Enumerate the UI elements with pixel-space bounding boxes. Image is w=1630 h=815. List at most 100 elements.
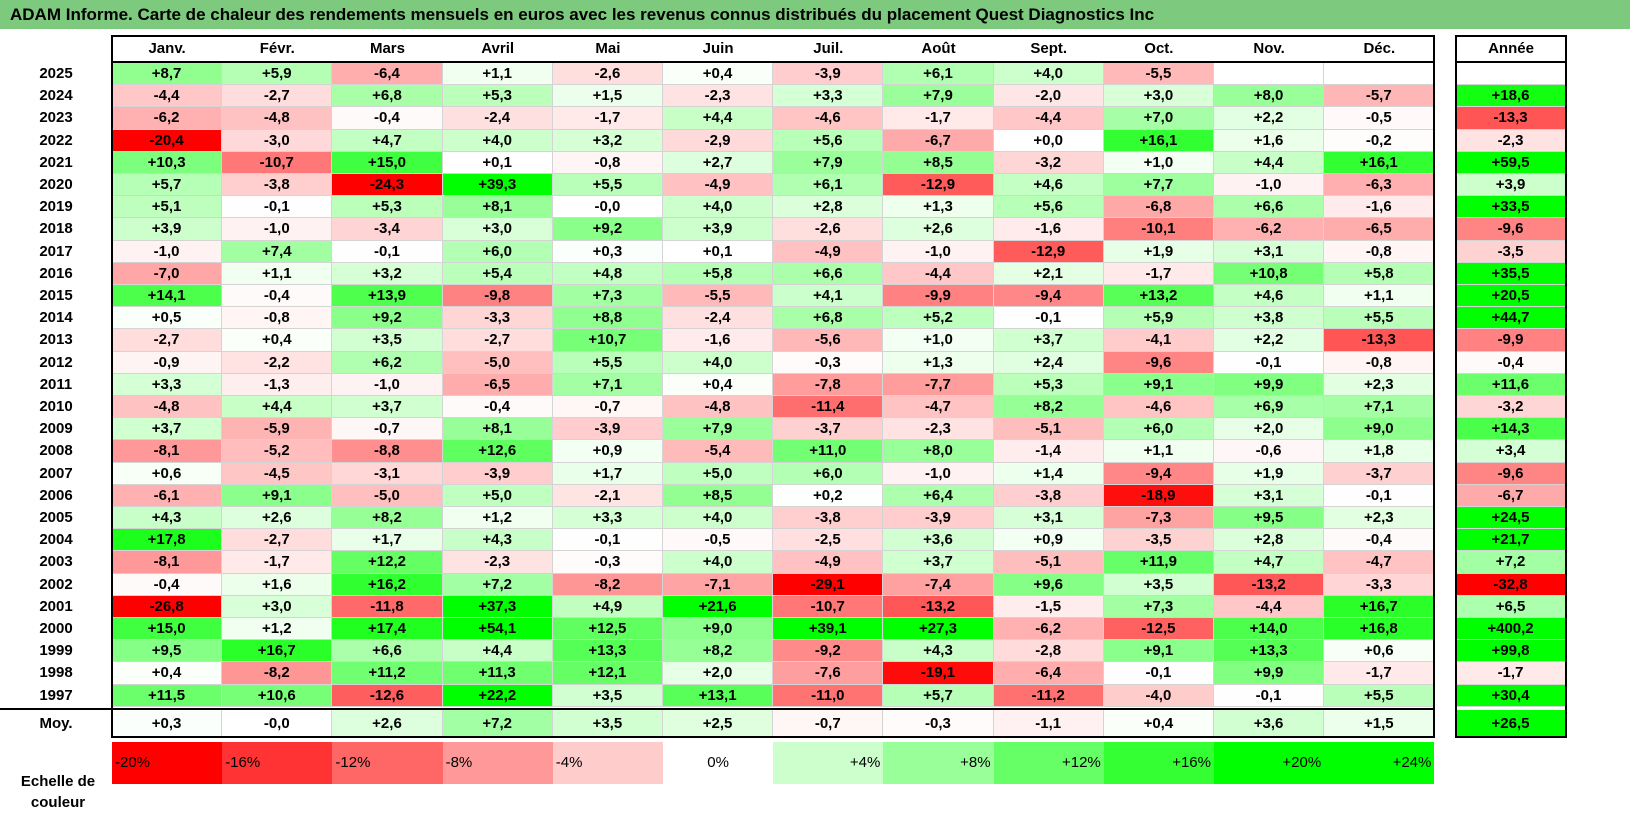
heatmap-cell: +1,7 — [332, 529, 443, 552]
heatmap-cell: +6,4 — [883, 484, 994, 507]
heatmap-cell: +2,2 — [1214, 107, 1325, 130]
heatmap-cell: +4,7 — [332, 129, 443, 152]
heatmap-cell: +14,1 — [112, 285, 223, 308]
heatmap-cell: +3,5 — [1103, 573, 1214, 596]
heatmap-cell: -1,0 — [1214, 174, 1325, 197]
heatmap-cell: +3,2 — [552, 129, 663, 152]
heatmap-cell: -6,4 — [993, 662, 1104, 685]
heatmap-cell: +8,1 — [442, 418, 553, 441]
heatmap-cell: -4,8 — [222, 107, 333, 130]
heatmap-cell: +0,4 — [112, 662, 223, 685]
heatmap-cell: -8,8 — [332, 440, 443, 463]
heatmap-cell: +15,0 — [332, 151, 443, 174]
heatmap-cell: -0,1 — [1324, 484, 1435, 507]
row-year-label: 2005 — [39, 509, 73, 526]
heatmap-cell: -0,2 — [1324, 129, 1435, 152]
scale-swatch: -20% — [112, 742, 223, 784]
heatmap-cell: -3,8 — [222, 174, 333, 197]
heatmap-cell: -1,0 — [222, 218, 333, 241]
heatmap-cell: +7,1 — [552, 373, 663, 396]
heatmap-cell: +7,9 — [883, 85, 994, 108]
heatmap-cell: -1,0 — [332, 373, 443, 396]
annual-cell: +59,5 — [1456, 151, 1566, 174]
annual-cell: -9,6 — [1456, 218, 1566, 241]
heatmap-cell: +6,0 — [1103, 418, 1214, 441]
heatmap-cell: -2,3 — [442, 551, 553, 574]
annual-cell: +18,6 — [1456, 85, 1566, 108]
heatmap-cell: +7,7 — [1103, 174, 1214, 197]
heatmap-cell: -4,0 — [1103, 684, 1214, 707]
heatmap-cell: +3,0 — [442, 218, 553, 241]
heatmap-cell: +16,2 — [332, 573, 443, 596]
row-year-label: 2003 — [39, 553, 73, 571]
heatmap-cell: +6,6 — [773, 262, 884, 285]
heatmap-cell: -0,4 — [1324, 529, 1435, 552]
annual-cell — [1456, 63, 1566, 86]
heatmap-cell: -0,1 — [993, 307, 1104, 330]
heatmap-cell: +21,6 — [663, 595, 774, 618]
heatmap-cell: +0,9 — [993, 529, 1104, 552]
heatmap-cell: -1,6 — [1324, 196, 1435, 219]
heatmap-cell: +5,4 — [442, 262, 553, 285]
heatmap-cell: +7,3 — [1103, 595, 1214, 618]
heatmap-cell: -5,0 — [442, 351, 553, 374]
row-year-label: 1997 — [39, 686, 73, 704]
heatmap-cell: +4,4 — [663, 107, 774, 130]
heatmap-cell: +1,6 — [1214, 129, 1325, 152]
heatmap-cell: -5,5 — [663, 285, 774, 308]
heatmap-cell: +3,3 — [112, 373, 223, 396]
row-year-label: 2000 — [39, 620, 73, 637]
heatmap-cell: +3,7 — [993, 329, 1104, 352]
month-header: Févr. — [222, 36, 333, 62]
heatmap-cell: +8,0 — [883, 440, 994, 463]
heatmap-cell: +2,1 — [993, 262, 1104, 285]
heatmap-cell: -12,9 — [993, 240, 1104, 263]
heatmap-cell: -13,3 — [1324, 329, 1435, 352]
annual-cell: +20,5 — [1456, 285, 1566, 308]
heatmap-cell: +7,3 — [552, 285, 663, 308]
heatmap-cell: +0,2 — [773, 484, 884, 507]
heatmap-cell: -2,7 — [222, 529, 333, 552]
heatmap-cell: -0,8 — [1324, 351, 1435, 374]
heatmap-cell: +12,5 — [552, 618, 663, 641]
heatmap-cell: +1,8 — [1324, 440, 1435, 463]
heatmap-cell: +12,1 — [552, 662, 663, 685]
heatmap-cell: -29,1 — [773, 573, 884, 596]
heatmap-cell: -13,2 — [883, 595, 994, 618]
annual-cell: -2,3 — [1456, 129, 1566, 152]
avg-cell: -0,0 — [222, 709, 333, 737]
heatmap-cell: +8,7 — [112, 63, 223, 86]
heatmap-cell: +11,0 — [773, 440, 884, 463]
row-year-label: 2018 — [39, 220, 73, 238]
heatmap-cell: +11,5 — [112, 684, 223, 707]
heatmap-cell: +2,8 — [773, 196, 884, 219]
heatmap-cell: +9,1 — [1103, 640, 1214, 663]
heatmap-cell: +13,2 — [1103, 285, 1214, 308]
average-divider — [0, 707, 1435, 710]
heatmap-cell: -0,1 — [332, 240, 443, 263]
heatmap-cell: +5,5 — [552, 351, 663, 374]
heatmap-cell: -2,4 — [442, 107, 553, 130]
row-year-label: 2011 — [39, 375, 73, 393]
row-year-label: 2020 — [39, 176, 73, 193]
month-header: Avril — [442, 36, 553, 62]
row-year-label: 2007 — [39, 464, 73, 482]
annual-cell: -6,7 — [1456, 484, 1566, 507]
heatmap-cell: +7,2 — [442, 573, 553, 596]
heatmap-cell: +1,0 — [883, 329, 994, 352]
avg-cell: +2,5 — [663, 709, 774, 737]
heatmap-cell: +2,3 — [1324, 507, 1435, 530]
row-year-label: 2017 — [39, 242, 73, 260]
heatmap-cell: -0,9 — [112, 351, 223, 374]
heatmap-cell: -1,0 — [883, 462, 994, 485]
heatmap-cell: -0,5 — [663, 529, 774, 552]
heatmap-cell: +1,9 — [1103, 240, 1214, 263]
scale-swatch: +4% — [773, 742, 884, 784]
heatmap-cell: -4,8 — [112, 396, 223, 419]
heatmap-cell: -2,8 — [993, 640, 1104, 663]
row-year-label: 2024 — [39, 87, 73, 105]
heatmap-cell: +3,2 — [332, 262, 443, 285]
scale-swatch: +20% — [1214, 742, 1325, 784]
row-year-label: 2015 — [39, 287, 73, 304]
heatmap-cell: +3,3 — [773, 85, 884, 108]
